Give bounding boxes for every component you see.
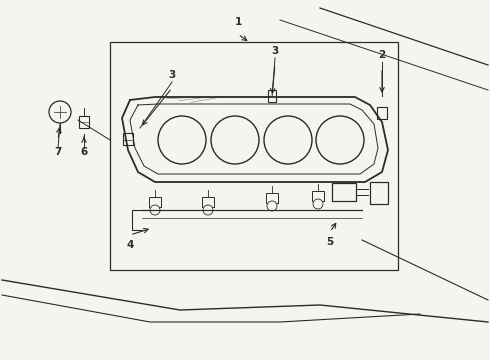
Text: 3: 3 <box>271 46 279 56</box>
Text: 2: 2 <box>378 50 386 60</box>
Circle shape <box>158 116 206 164</box>
Text: 5: 5 <box>326 237 334 247</box>
Text: 7: 7 <box>54 147 62 157</box>
Bar <box>266 193 278 203</box>
Bar <box>123 133 133 145</box>
Text: 3: 3 <box>169 70 175 80</box>
Circle shape <box>203 205 213 215</box>
Bar <box>370 182 388 204</box>
Circle shape <box>264 116 312 164</box>
Circle shape <box>316 116 364 164</box>
Text: 4: 4 <box>126 240 134 250</box>
Text: 6: 6 <box>80 147 88 157</box>
Bar <box>268 90 276 102</box>
Circle shape <box>211 116 259 164</box>
Bar <box>79 116 89 128</box>
Bar <box>110 42 398 270</box>
Circle shape <box>313 199 323 209</box>
Bar <box>377 107 387 119</box>
Circle shape <box>267 201 277 211</box>
Circle shape <box>49 101 71 123</box>
Circle shape <box>150 205 160 215</box>
Bar <box>332 183 356 201</box>
Bar <box>149 197 161 207</box>
Bar <box>202 197 214 207</box>
Bar <box>312 191 324 201</box>
Text: 1: 1 <box>234 17 242 27</box>
